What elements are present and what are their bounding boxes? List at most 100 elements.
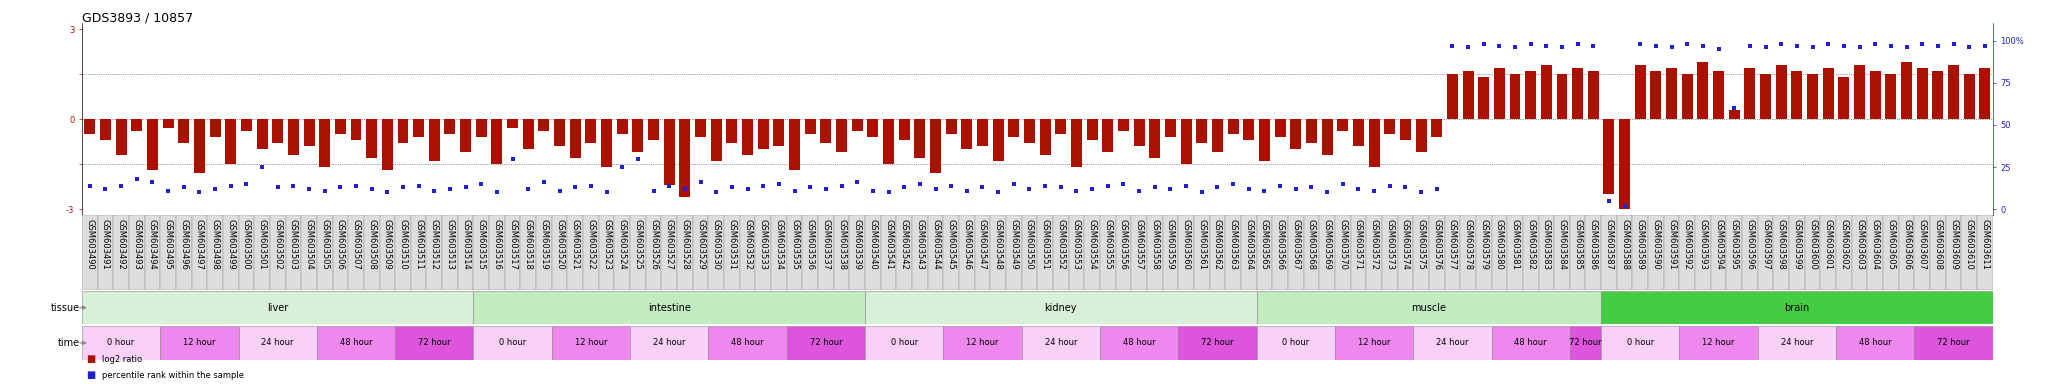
Bar [176, 215, 193, 290]
Bar [864, 215, 881, 290]
Bar [367, 119, 377, 158]
Text: GSM603565: GSM603565 [1260, 219, 1270, 270]
Text: GSM603508: GSM603508 [367, 219, 377, 270]
Text: 72 hour: 72 hour [1937, 338, 1970, 348]
Bar [709, 326, 786, 360]
Text: 72 hour: 72 hour [809, 338, 842, 348]
Point [1483, 43, 1516, 49]
Bar [1616, 215, 1632, 290]
Bar [1335, 326, 1413, 360]
Point [1233, 186, 1266, 192]
Text: GSM603500: GSM603500 [242, 219, 250, 270]
Point [434, 186, 467, 192]
Bar [1257, 215, 1272, 290]
Text: GSM603498: GSM603498 [211, 219, 219, 270]
Point [465, 181, 498, 187]
Bar [864, 326, 944, 360]
Bar [1792, 71, 1802, 119]
Bar [1726, 215, 1743, 290]
Point [1702, 46, 1735, 52]
Bar [1083, 215, 1100, 290]
Point [1561, 41, 1593, 47]
Bar [1477, 215, 1491, 290]
Point [1061, 188, 1094, 194]
Bar [1305, 215, 1319, 290]
Text: 24 hour: 24 hour [1044, 338, 1077, 348]
Bar [1837, 326, 1915, 360]
Point [371, 189, 403, 195]
Bar [1366, 215, 1382, 290]
Point [590, 189, 623, 195]
Text: GSM603491: GSM603491 [100, 219, 111, 270]
Bar [1679, 215, 1696, 290]
Text: 24 hour: 24 hour [1436, 338, 1468, 348]
Point [246, 164, 279, 170]
Bar [852, 119, 862, 131]
Text: kidney: kidney [1044, 303, 1077, 313]
Text: 0 hour: 0 hour [1626, 338, 1655, 348]
Bar [1069, 215, 1083, 290]
Bar [788, 119, 801, 170]
Text: GSM603596: GSM603596 [1745, 219, 1755, 270]
Text: GSM603544: GSM603544 [932, 219, 940, 270]
Bar [1006, 215, 1022, 290]
Text: GSM603504: GSM603504 [305, 219, 313, 270]
Point [1954, 44, 1987, 50]
Point [637, 188, 670, 194]
Bar [836, 119, 848, 152]
Bar [897, 215, 911, 290]
Point [418, 188, 451, 194]
Text: GSM603528: GSM603528 [680, 219, 690, 270]
Bar [868, 119, 879, 137]
Point [1688, 43, 1720, 49]
Text: GSM603553: GSM603553 [1071, 219, 1081, 270]
Bar [1870, 71, 1880, 119]
Bar [350, 119, 362, 140]
Bar [1602, 215, 1616, 290]
Point [309, 188, 342, 194]
Bar [1898, 215, 1915, 290]
Bar [725, 215, 739, 290]
Bar [1210, 215, 1225, 290]
Bar [662, 215, 678, 290]
Bar [1620, 119, 1630, 209]
Text: GSM603585: GSM603585 [1573, 219, 1583, 270]
Point [1108, 181, 1141, 187]
Point [1466, 41, 1499, 47]
Bar [899, 119, 909, 140]
Bar [614, 215, 631, 290]
Bar [911, 215, 928, 290]
Bar [1698, 62, 1708, 119]
Text: GSM603527: GSM603527 [666, 219, 674, 270]
Text: GSM603580: GSM603580 [1495, 219, 1503, 270]
Text: GSM603539: GSM603539 [852, 219, 862, 270]
Bar [1602, 291, 1993, 324]
Bar [1571, 215, 1585, 290]
Text: GSM603502: GSM603502 [272, 219, 283, 270]
Point [1546, 44, 1579, 50]
Bar [520, 215, 537, 290]
Bar [1040, 119, 1051, 155]
Point [1452, 44, 1485, 50]
Bar [1036, 215, 1053, 290]
Text: GSM603558: GSM603558 [1151, 219, 1159, 270]
Bar [397, 119, 408, 143]
Point [1907, 41, 1939, 47]
Text: GSM603602: GSM603602 [1839, 219, 1849, 270]
Text: GSM603492: GSM603492 [117, 219, 125, 270]
Text: GSM603511: GSM603511 [414, 219, 424, 270]
Bar [1243, 119, 1253, 140]
Point [1843, 44, 1876, 50]
Text: intestine: intestine [647, 303, 690, 313]
Text: 48 hour: 48 hour [340, 338, 373, 348]
Bar [178, 119, 188, 143]
Text: GSM603586: GSM603586 [1589, 219, 1597, 270]
Bar [1354, 119, 1364, 146]
Point [778, 188, 811, 194]
Bar [946, 119, 956, 134]
Text: GSM603560: GSM603560 [1182, 219, 1190, 270]
Point [1327, 181, 1360, 187]
Bar [332, 215, 348, 290]
Point [1217, 181, 1249, 187]
Bar [1335, 215, 1350, 290]
